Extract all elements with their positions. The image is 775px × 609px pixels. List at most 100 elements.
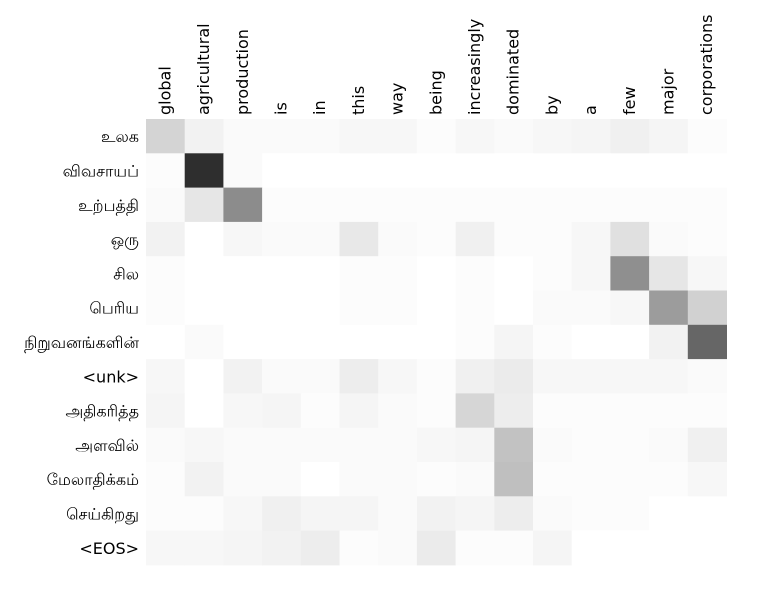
heatmap-cell-r6-c1 bbox=[184, 324, 224, 360]
heatmap-cell-r11-c6 bbox=[378, 496, 418, 532]
heatmap-cell-r7-c5 bbox=[339, 359, 379, 394]
heatmap-cell-r8-c7 bbox=[416, 393, 457, 429]
heatmap-cell-r2-c9 bbox=[494, 187, 534, 223]
heatmap-cell-r10-c4 bbox=[300, 462, 340, 497]
y-tick-label: விவசாயப் bbox=[63, 161, 139, 180]
heatmap-cell-r2-c5 bbox=[339, 187, 379, 223]
heatmap-cell-r3-c12 bbox=[610, 221, 650, 257]
heatmap-cell-r6-c13 bbox=[649, 324, 689, 360]
heatmap-cell-r9-c12 bbox=[610, 427, 650, 463]
heatmap-cell-r2-c6 bbox=[378, 187, 418, 223]
heatmap-cell-r1-c12 bbox=[610, 153, 650, 189]
heatmap-cell-r11-c10 bbox=[533, 496, 573, 532]
heatmap-cell-r11-c2 bbox=[223, 496, 263, 532]
heatmap-cell-r1-c7 bbox=[416, 153, 457, 189]
heatmap-cell-r8-c10 bbox=[533, 393, 573, 429]
heatmap-cell-r4-c12 bbox=[610, 256, 650, 291]
heatmap-cell-r3-c10 bbox=[533, 221, 573, 257]
heatmap-cell-r11-c5 bbox=[339, 496, 379, 532]
heatmap-cell-r3-c2 bbox=[223, 221, 263, 257]
heatmap-cell-r1-c4 bbox=[300, 153, 340, 189]
heatmap-cell-r7-c7 bbox=[416, 359, 457, 394]
heatmap-cell-r8-c0 bbox=[146, 393, 186, 429]
heatmap-cell-r10-c13 bbox=[649, 462, 689, 497]
heatmap-cell-r12-c9 bbox=[494, 530, 534, 566]
heatmap-cell-r4-c13 bbox=[649, 256, 689, 291]
heatmap-cell-r10-c1 bbox=[184, 462, 224, 497]
heatmap-cell-r9-c1 bbox=[184, 427, 224, 463]
heatmap-cell-r5-c12 bbox=[610, 290, 650, 326]
heatmap-cell-r11-c13 bbox=[649, 496, 689, 532]
heatmap-cell-r5-c13 bbox=[649, 290, 689, 326]
heatmap-cell-r2-c1 bbox=[184, 187, 224, 223]
heatmap-cell-r3-c7 bbox=[416, 221, 457, 257]
heatmap-cell-r0-c8 bbox=[455, 119, 495, 154]
heatmap-cell-r0-c14 bbox=[687, 119, 727, 154]
heatmap-cell-r11-c4 bbox=[300, 496, 340, 532]
y-tick-label: பெரிய bbox=[89, 299, 139, 318]
heatmap-cell-r4-c1 bbox=[184, 256, 224, 291]
x-tick-label: dominated bbox=[504, 29, 523, 115]
heatmap-cell-r5-c7 bbox=[416, 290, 457, 326]
heatmap-cell-r3-c0 bbox=[146, 221, 186, 257]
y-tick-label: சில bbox=[113, 264, 139, 283]
y-tick-labels: உலக விவசாயப் உற்பத்தி ஒரு சில பெரிய நிறுவனங்கள… bbox=[24, 127, 139, 558]
heatmap-cell-r8-c14 bbox=[687, 393, 727, 429]
heatmap-cell-r10-c2 bbox=[223, 462, 263, 497]
heatmap-cell-r5-c10 bbox=[533, 290, 573, 326]
heatmap-cell-r1-c6 bbox=[378, 153, 418, 189]
y-tick-label: <unk> bbox=[83, 367, 139, 386]
x-tick-label: corporations bbox=[697, 15, 716, 115]
heatmap-cell-r12-c14 bbox=[687, 530, 727, 566]
heatmap-cell-r4-c14 bbox=[687, 256, 727, 291]
heatmap-cell-r10-c5 bbox=[339, 462, 379, 497]
y-tick-label: செய்கிறது bbox=[66, 504, 139, 524]
x-tick-label: few bbox=[620, 86, 639, 115]
heatmap-cell-r5-c14 bbox=[687, 290, 727, 326]
heatmap-cell-r11-c0 bbox=[146, 496, 186, 532]
heatmap-cell-r0-c6 bbox=[378, 119, 418, 154]
x-tick-label: is bbox=[271, 102, 290, 115]
heatmap-cell-r3-c11 bbox=[571, 221, 611, 257]
heatmap-cell-r9-c7 bbox=[416, 427, 457, 463]
heatmap-cell-r3-c6 bbox=[378, 221, 418, 257]
heatmap-cell-r9-c11 bbox=[571, 427, 611, 463]
heatmap-cell-r2-c13 bbox=[649, 187, 689, 223]
y-tick-label: அளவில் bbox=[75, 436, 139, 455]
x-tick-label: global bbox=[155, 66, 174, 115]
heatmap-cell-r5-c9 bbox=[494, 290, 534, 326]
heatmap-cell-r1-c9 bbox=[494, 153, 534, 189]
heatmap-cell-r2-c11 bbox=[571, 187, 611, 223]
heatmap-cell-r1-c13 bbox=[649, 153, 689, 189]
heatmap-cell-r8-c3 bbox=[262, 393, 302, 429]
x-tick-label: major bbox=[658, 68, 677, 115]
heatmap-cell-r11-c7 bbox=[416, 496, 457, 532]
heatmap-cell-r10-c3 bbox=[262, 462, 302, 497]
heatmap-cell-r4-c4 bbox=[300, 256, 340, 291]
x-tick-labels: global agricultural production is in this way b… bbox=[155, 15, 716, 115]
heatmap-cell-r7-c2 bbox=[223, 359, 263, 394]
heatmap-cell-r4-c6 bbox=[378, 256, 418, 291]
y-tick-label: உலக bbox=[101, 127, 139, 146]
heatmap-cell-r5-c0 bbox=[146, 290, 186, 326]
x-tick-label: production bbox=[233, 29, 252, 115]
x-tick-label: this bbox=[349, 86, 368, 115]
heatmap-cell-r12-c4 bbox=[300, 530, 340, 566]
heatmap-cell-r4-c7 bbox=[416, 256, 457, 291]
heatmap-cell-r8-c11 bbox=[571, 393, 611, 429]
heatmap-cell-r7-c9 bbox=[494, 359, 534, 394]
x-tick-label: a bbox=[581, 105, 600, 115]
heatmap-cell-r12-c8 bbox=[455, 530, 495, 566]
heatmap-cell-r6-c12 bbox=[610, 324, 650, 360]
heatmap-cell-r10-c12 bbox=[610, 462, 650, 497]
heatmap-cell-r10-c6 bbox=[378, 462, 418, 497]
heatmap-cell-r11-c1 bbox=[184, 496, 224, 532]
heatmap-cell-r12-c10 bbox=[533, 530, 573, 566]
heatmap-cell-r8-c2 bbox=[223, 393, 263, 429]
heatmap-cell-r0-c7 bbox=[416, 119, 457, 154]
heatmap-cell-r8-c12 bbox=[610, 393, 650, 429]
heatmap-cell-r0-c1 bbox=[184, 119, 224, 154]
heatmap-cell-r3-c5 bbox=[339, 221, 379, 257]
heatmap-cell-r6-c0 bbox=[146, 324, 186, 360]
x-tick-label: being bbox=[426, 70, 445, 115]
